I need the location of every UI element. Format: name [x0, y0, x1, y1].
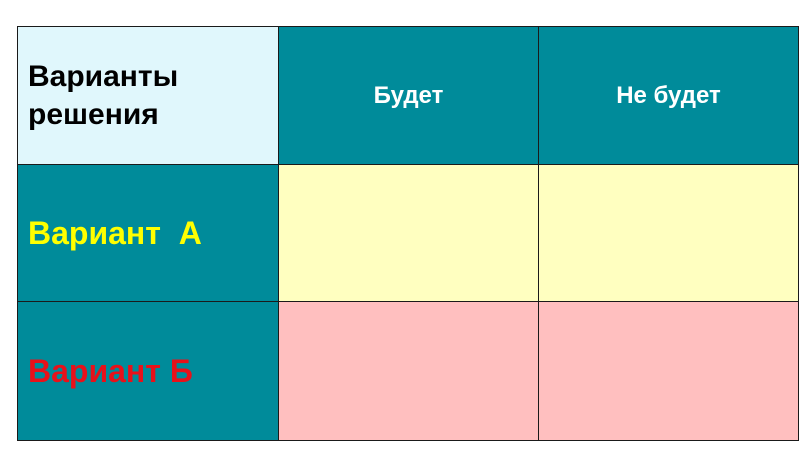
column-header-will: Будет [278, 26, 539, 165]
table-cell [278, 164, 539, 302]
corner-header-cell: Варианты решения [17, 26, 279, 165]
table-cell [538, 301, 799, 441]
table-cell [538, 164, 799, 302]
header-row: Варианты решения Будет Не будет [17, 26, 799, 165]
corner-label-line1: Варианты [28, 59, 179, 93]
decision-matrix-table: Варианты решения Будет Не будет Вариант … [17, 26, 799, 441]
table-row: Вариант Б [17, 301, 799, 441]
corner-label-line2: решения [28, 97, 159, 131]
column-header-will-not: Не будет [538, 26, 799, 165]
row-header-variant-a: Вариант А [17, 164, 279, 302]
row-header-variant-b: Вариант Б [17, 301, 279, 441]
table-cell [278, 301, 539, 441]
table-row: Вариант А [17, 164, 799, 302]
